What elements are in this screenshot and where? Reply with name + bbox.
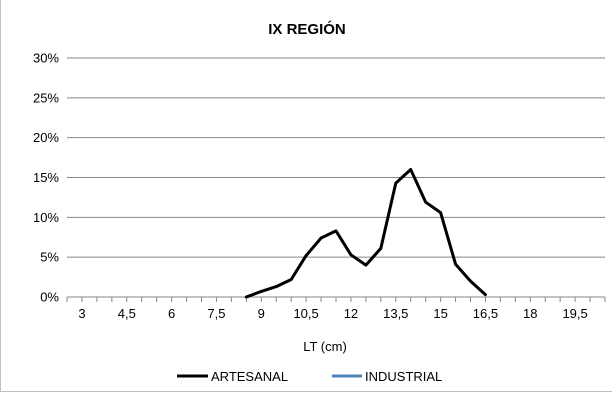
grid-lines bbox=[67, 58, 605, 257]
y-axis-ticks: 0% 5% 10% 15% 20% 25% 30% bbox=[33, 51, 59, 305]
y-tick-label: 25% bbox=[33, 90, 59, 105]
series-layer bbox=[246, 170, 485, 298]
y-tick-label: 0% bbox=[40, 290, 59, 305]
x-tick-label: 18 bbox=[523, 306, 537, 321]
x-tick-label: 15 bbox=[433, 306, 447, 321]
x-axis-label: LT (cm) bbox=[303, 339, 347, 354]
x-tick-label: 4,5 bbox=[118, 306, 136, 321]
series-line-artesanal bbox=[246, 170, 485, 298]
y-tick-label: 15% bbox=[33, 170, 59, 185]
x-tick-label: 13,5 bbox=[383, 306, 408, 321]
x-tick-label: 16,5 bbox=[473, 306, 498, 321]
legend-label-industrial: INDUSTRIAL bbox=[365, 369, 442, 384]
legend-label-artesanal: ARTESANAL bbox=[211, 369, 288, 384]
x-tick-label: 3 bbox=[78, 306, 85, 321]
x-tick-label: 9 bbox=[258, 306, 265, 321]
y-tick-label: 10% bbox=[33, 210, 59, 225]
x-tick-label: 6 bbox=[168, 306, 175, 321]
y-tick-label: 20% bbox=[33, 130, 59, 145]
y-tick-label: 30% bbox=[33, 51, 59, 66]
x-tick-label: 7,5 bbox=[207, 306, 225, 321]
chart-title: IX REGIÓN bbox=[268, 20, 346, 38]
legend: ARTESANAL INDUSTRIAL bbox=[177, 369, 442, 384]
x-tick-label: 12 bbox=[344, 306, 358, 321]
x-tick-label: 19,5 bbox=[562, 306, 587, 321]
x-axis: 3 4,5 6 7,5 9 10,5 12 13,5 15 16,5 18 19,5 bbox=[67, 297, 605, 321]
x-tick-label: 10,5 bbox=[293, 306, 318, 321]
y-tick-label: 5% bbox=[40, 250, 59, 265]
